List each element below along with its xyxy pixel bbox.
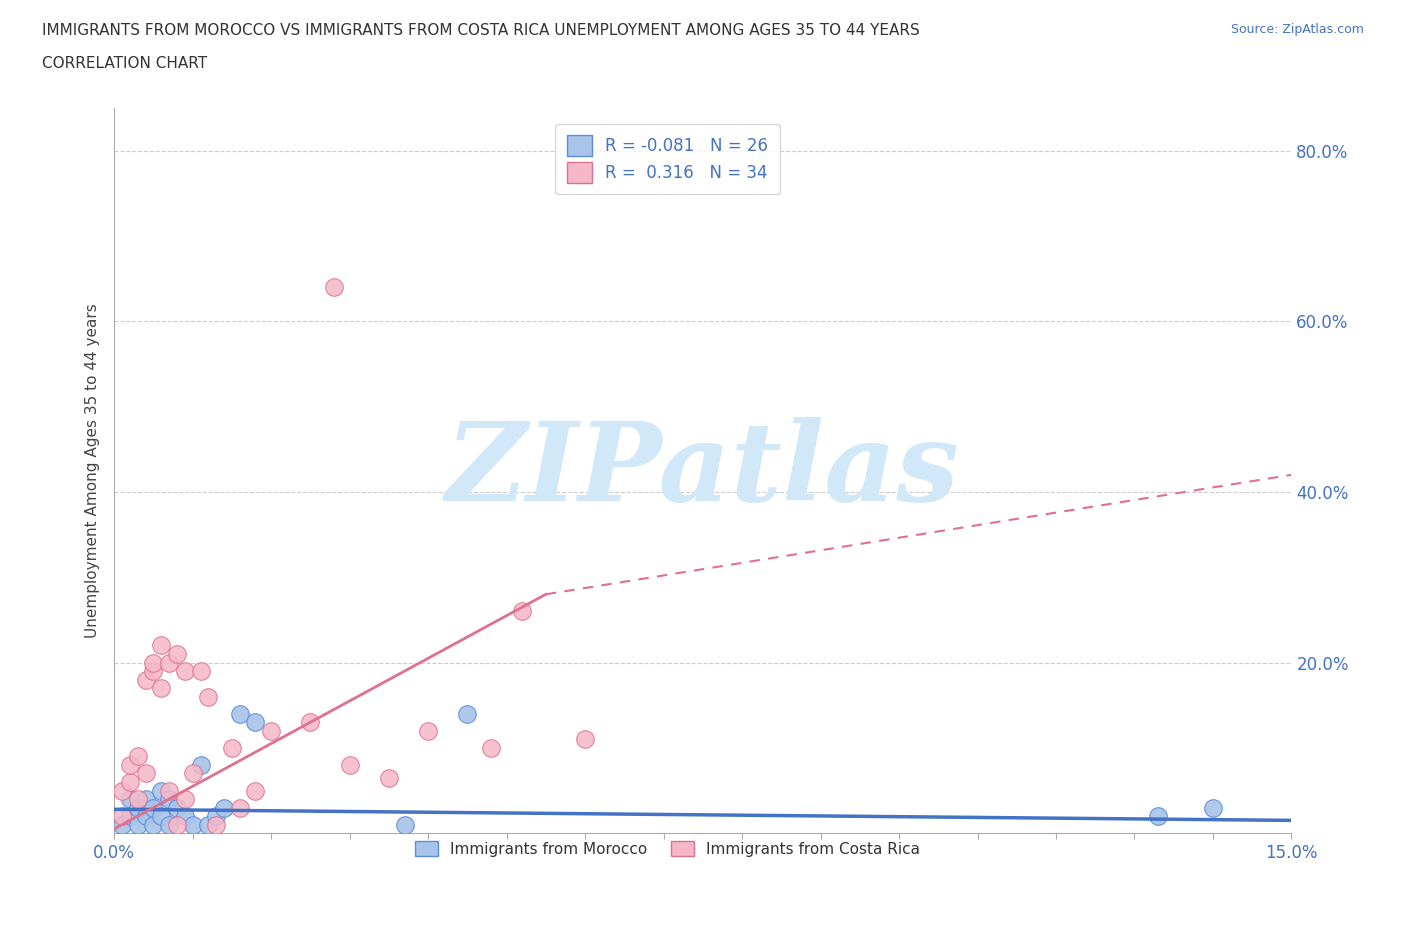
Point	[245, 783, 267, 798]
Point	[166, 800, 188, 815]
Point	[111, 817, 134, 832]
Point	[135, 809, 157, 824]
Point	[157, 817, 180, 832]
Point	[150, 681, 173, 696]
Text: Source: ZipAtlas.com: Source: ZipAtlas.com	[1230, 23, 1364, 36]
Point	[456, 706, 478, 721]
Point	[221, 740, 243, 755]
Point	[205, 817, 228, 832]
Point	[135, 791, 157, 806]
Point	[142, 664, 165, 679]
Point	[323, 280, 346, 295]
Point	[118, 757, 141, 772]
Point	[118, 809, 141, 824]
Point	[157, 783, 180, 798]
Point	[212, 800, 235, 815]
Point	[418, 724, 440, 738]
Point	[111, 783, 134, 798]
Point	[142, 817, 165, 832]
Point	[510, 604, 533, 618]
Point	[135, 672, 157, 687]
Point	[127, 749, 149, 764]
Legend: Immigrants from Morocco, Immigrants from Costa Rica: Immigrants from Morocco, Immigrants from…	[404, 829, 932, 869]
Text: IMMIGRANTS FROM MOROCCO VS IMMIGRANTS FROM COSTA RICA UNEMPLOYMENT AMONG AGES 35: IMMIGRANTS FROM MOROCCO VS IMMIGRANTS FR…	[42, 23, 920, 38]
Point	[1202, 800, 1225, 815]
Point	[127, 791, 149, 806]
Point	[166, 646, 188, 661]
Point	[190, 757, 212, 772]
Point	[245, 715, 267, 730]
Point	[173, 791, 195, 806]
Point	[181, 766, 204, 781]
Point	[181, 817, 204, 832]
Point	[150, 809, 173, 824]
Point	[118, 775, 141, 790]
Point	[166, 817, 188, 832]
Point	[157, 655, 180, 670]
Point	[197, 817, 219, 832]
Point	[142, 800, 165, 815]
Point	[378, 770, 401, 785]
Point	[142, 655, 165, 670]
Point	[150, 783, 173, 798]
Point	[173, 809, 195, 824]
Point	[299, 715, 322, 730]
Point	[197, 689, 219, 704]
Point	[574, 732, 596, 747]
Point	[1147, 809, 1170, 824]
Point	[111, 809, 134, 824]
Text: ZIPatlas: ZIPatlas	[446, 417, 960, 525]
Point	[173, 664, 195, 679]
Point	[229, 706, 252, 721]
Point	[190, 664, 212, 679]
Point	[150, 638, 173, 653]
Point	[479, 740, 502, 755]
Point	[260, 724, 283, 738]
Point	[339, 757, 361, 772]
Point	[118, 791, 141, 806]
Point	[127, 817, 149, 832]
Point	[394, 817, 416, 832]
Y-axis label: Unemployment Among Ages 35 to 44 years: Unemployment Among Ages 35 to 44 years	[86, 303, 100, 638]
Point	[157, 791, 180, 806]
Text: CORRELATION CHART: CORRELATION CHART	[42, 56, 207, 71]
Point	[135, 766, 157, 781]
Point	[205, 809, 228, 824]
Point	[229, 800, 252, 815]
Point	[127, 800, 149, 815]
